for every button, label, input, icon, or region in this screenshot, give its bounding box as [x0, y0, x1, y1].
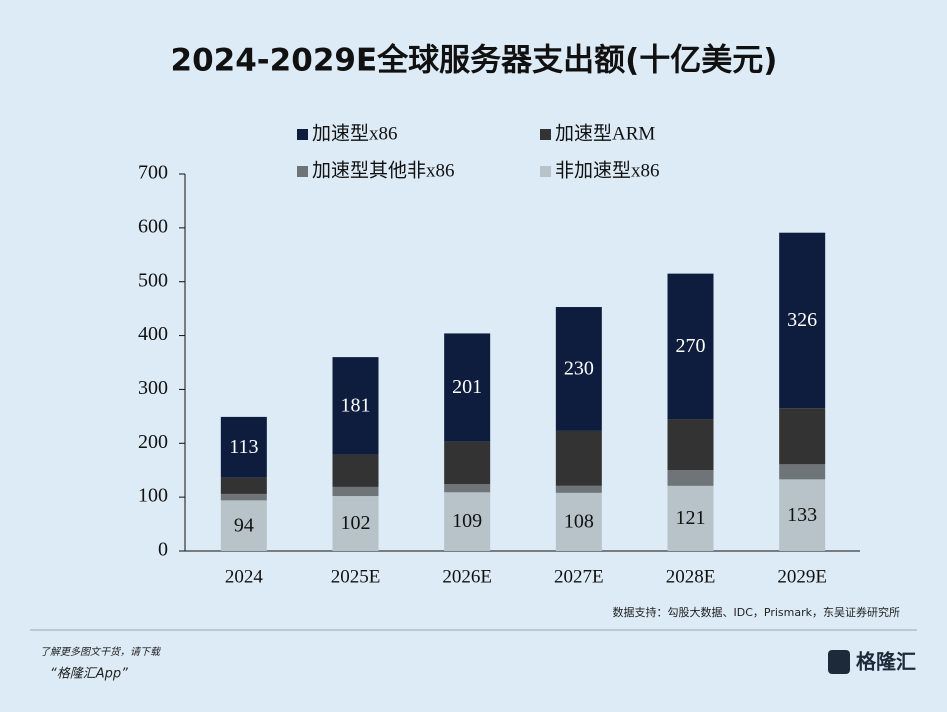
bar-segment — [779, 232, 826, 409]
legend-swatch — [297, 166, 308, 177]
x-tick-label: 2028E — [666, 566, 716, 587]
y-tick-label: 100 — [138, 485, 168, 507]
logo-icon — [828, 650, 850, 674]
data-label: 181 — [341, 394, 371, 416]
bar-segment — [779, 464, 826, 480]
data-label: 230 — [564, 358, 594, 380]
bar-segment — [444, 492, 491, 551]
bar-segment — [444, 333, 491, 442]
chart-title: 2024-2029E全球服务器支出额(十亿美元) — [171, 43, 778, 79]
bar-segment — [667, 273, 714, 420]
bar-segment — [555, 485, 602, 493]
bar-segment — [555, 307, 602, 431]
data-label: 113 — [229, 436, 258, 458]
y-tick-label: 500 — [138, 269, 168, 291]
logo-text: 格隆汇 — [856, 650, 916, 674]
footer-text: “格隆汇App” — [50, 667, 128, 682]
footer-text: 了解更多图文干货，请下载 — [40, 646, 162, 658]
legend-label: 加速型x86 — [312, 122, 398, 144]
bar-segment — [779, 408, 826, 465]
bar-segment — [220, 477, 267, 494]
y-tick-label: 700 — [138, 162, 168, 184]
bar-segment — [667, 419, 714, 471]
bar-segment — [555, 492, 602, 551]
source-note: 数据支持：勾股大数据、IDC，Prismark，东吴证券研究所 — [613, 605, 901, 619]
bar-segment — [332, 486, 379, 497]
x-tick-label: 2025E — [331, 566, 381, 587]
bar-segment — [332, 357, 379, 455]
bar-segment — [555, 430, 602, 486]
legend-label: 非加速型x86 — [555, 159, 660, 181]
legend-swatch — [540, 166, 551, 177]
data-label: 102 — [341, 512, 371, 534]
y-tick-label: 0 — [158, 539, 168, 561]
data-label: 121 — [676, 507, 706, 529]
data-label: 108 — [564, 511, 594, 533]
bar-segment — [779, 479, 826, 551]
data-label: 94 — [234, 514, 254, 536]
data-label: 109 — [452, 510, 482, 532]
data-label: 270 — [676, 335, 706, 357]
bar-segment — [444, 484, 491, 493]
data-label: 201 — [452, 376, 482, 398]
bar-segment — [220, 500, 267, 551]
bar-segment — [667, 470, 714, 486]
legend-swatch — [540, 129, 551, 140]
x-tick-label: 2026E — [442, 566, 492, 587]
data-label: 326 — [787, 309, 817, 331]
y-tick-label: 200 — [138, 431, 168, 453]
legend-swatch — [297, 129, 308, 140]
bar-segment — [220, 416, 267, 478]
y-tick-label: 400 — [138, 323, 168, 345]
bar-segment — [444, 441, 491, 485]
x-tick-label: 2024 — [225, 566, 264, 587]
x-tick-label: 2027E — [554, 566, 604, 587]
bar-segment — [332, 496, 379, 551]
legend-label: 加速型其他非x86 — [312, 159, 455, 181]
bar-segment — [667, 485, 714, 551]
y-tick-label: 600 — [138, 215, 168, 237]
bar-segment — [332, 454, 379, 487]
data-label: 133 — [787, 504, 817, 526]
bar-segment — [220, 493, 267, 501]
legend-label: 加速型ARM — [555, 122, 655, 144]
y-tick-label: 300 — [138, 377, 168, 399]
x-tick-label: 2029E — [777, 566, 827, 587]
